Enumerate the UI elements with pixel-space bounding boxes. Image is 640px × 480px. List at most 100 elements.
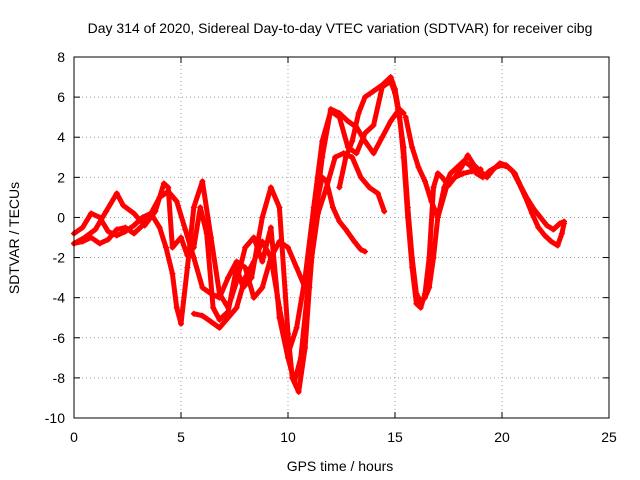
data-point-marker bbox=[336, 218, 343, 225]
data-point-marker bbox=[404, 214, 411, 221]
data-point-marker bbox=[556, 220, 563, 227]
data-point-marker bbox=[276, 238, 283, 245]
series-line bbox=[71, 106, 407, 301]
series-layer bbox=[71, 74, 568, 395]
data-point-marker bbox=[259, 284, 266, 291]
y-tick-label: -2 bbox=[53, 250, 66, 266]
data-point-marker bbox=[184, 264, 191, 271]
data-point-marker bbox=[285, 350, 291, 357]
data-point-marker bbox=[165, 188, 172, 195]
data-point-marker bbox=[199, 284, 206, 291]
data-point-marker bbox=[543, 222, 550, 229]
data-point-marker bbox=[233, 278, 240, 285]
data-point-marker bbox=[548, 238, 555, 245]
data-point-marker bbox=[362, 248, 369, 255]
data-point-marker bbox=[178, 234, 184, 241]
data-series bbox=[336, 74, 568, 311]
data-point-marker bbox=[92, 226, 99, 233]
data-point-marker bbox=[421, 290, 428, 297]
data-point-marker bbox=[259, 238, 266, 245]
data-point-marker bbox=[460, 170, 467, 177]
data-point-marker bbox=[113, 190, 120, 197]
data-point-marker bbox=[379, 134, 386, 141]
y-tick-label: 6 bbox=[57, 89, 65, 105]
data-point-marker bbox=[344, 118, 351, 125]
grid bbox=[74, 57, 609, 418]
data-point-marker bbox=[233, 258, 240, 265]
data-point-marker bbox=[351, 238, 358, 245]
data-point-marker bbox=[88, 234, 95, 241]
data-point-marker bbox=[541, 232, 548, 239]
data-point-marker bbox=[267, 224, 274, 231]
data-point-marker bbox=[554, 242, 561, 249]
y-axis-label: SDTVAR / TECUs bbox=[6, 182, 22, 294]
x-tick-label: 10 bbox=[280, 429, 296, 445]
data-point-marker bbox=[370, 150, 377, 157]
data-point-marker bbox=[387, 118, 394, 125]
y-axis: -10 -8 -6 -4 -2 0 2 4 6 8 bbox=[45, 49, 609, 426]
y-tick-label: -4 bbox=[53, 290, 66, 306]
data-point-marker bbox=[207, 234, 214, 241]
data-point-marker bbox=[88, 210, 95, 217]
data-point-marker bbox=[216, 294, 223, 301]
data-point-marker bbox=[225, 314, 232, 321]
data-point-marker bbox=[105, 236, 112, 243]
data-point-marker bbox=[267, 254, 274, 261]
data-point-marker bbox=[190, 204, 197, 211]
data-point-marker bbox=[156, 224, 163, 231]
data-point-marker bbox=[353, 150, 360, 157]
data-point-marker bbox=[242, 274, 249, 281]
data-point-marker bbox=[293, 324, 300, 331]
data-point-marker bbox=[511, 170, 518, 177]
data-point-marker bbox=[434, 214, 441, 221]
data-point-marker bbox=[139, 214, 146, 221]
data-point-marker bbox=[362, 130, 369, 137]
series-line bbox=[403, 114, 567, 232]
data-point-marker bbox=[479, 174, 486, 181]
data-point-marker bbox=[400, 154, 407, 161]
data-point-marker bbox=[409, 264, 416, 271]
data-point-marker bbox=[216, 324, 223, 331]
data-point-marker bbox=[550, 226, 557, 233]
data-point-marker bbox=[210, 304, 217, 311]
data-point-marker bbox=[327, 108, 334, 115]
data-point-marker bbox=[267, 184, 274, 191]
data-point-marker bbox=[561, 218, 568, 225]
x-axis: 0 5 10 15 20 25 bbox=[70, 57, 617, 445]
data-point-marker bbox=[199, 178, 206, 185]
data-point-marker bbox=[96, 214, 103, 221]
data-point-marker bbox=[173, 198, 180, 205]
data-point-marker bbox=[357, 246, 364, 253]
data-point-marker bbox=[505, 164, 512, 171]
data-point-marker bbox=[182, 226, 189, 233]
data-point-marker bbox=[190, 310, 197, 317]
data-point-marker bbox=[396, 110, 403, 117]
data-point-marker bbox=[96, 240, 103, 247]
data-point-marker bbox=[207, 318, 214, 325]
data-point-marker bbox=[103, 208, 110, 215]
data-point-marker bbox=[332, 154, 339, 161]
data-point-marker bbox=[349, 138, 356, 145]
data-point-marker bbox=[392, 86, 398, 93]
data-point-marker bbox=[451, 174, 458, 181]
data-series bbox=[402, 114, 568, 233]
data-point-marker bbox=[120, 202, 127, 209]
data-point-marker bbox=[197, 204, 204, 211]
data-point-marker bbox=[531, 206, 538, 213]
data-point-marker bbox=[349, 154, 356, 161]
data-point-marker bbox=[113, 226, 120, 233]
data-point-marker bbox=[362, 94, 369, 101]
data-point-marker bbox=[486, 168, 493, 175]
data-point-marker bbox=[473, 170, 480, 177]
data-point-marker bbox=[415, 164, 422, 171]
data-point-marker bbox=[169, 270, 176, 277]
data-point-marker bbox=[421, 178, 428, 185]
data-point-marker bbox=[295, 388, 302, 395]
data-point-marker bbox=[336, 184, 343, 191]
series-line bbox=[191, 78, 484, 357]
data-point-marker bbox=[323, 184, 330, 191]
data-point-marker bbox=[160, 180, 167, 187]
data-point-marker bbox=[524, 196, 531, 203]
x-tick-label: 5 bbox=[177, 429, 185, 445]
